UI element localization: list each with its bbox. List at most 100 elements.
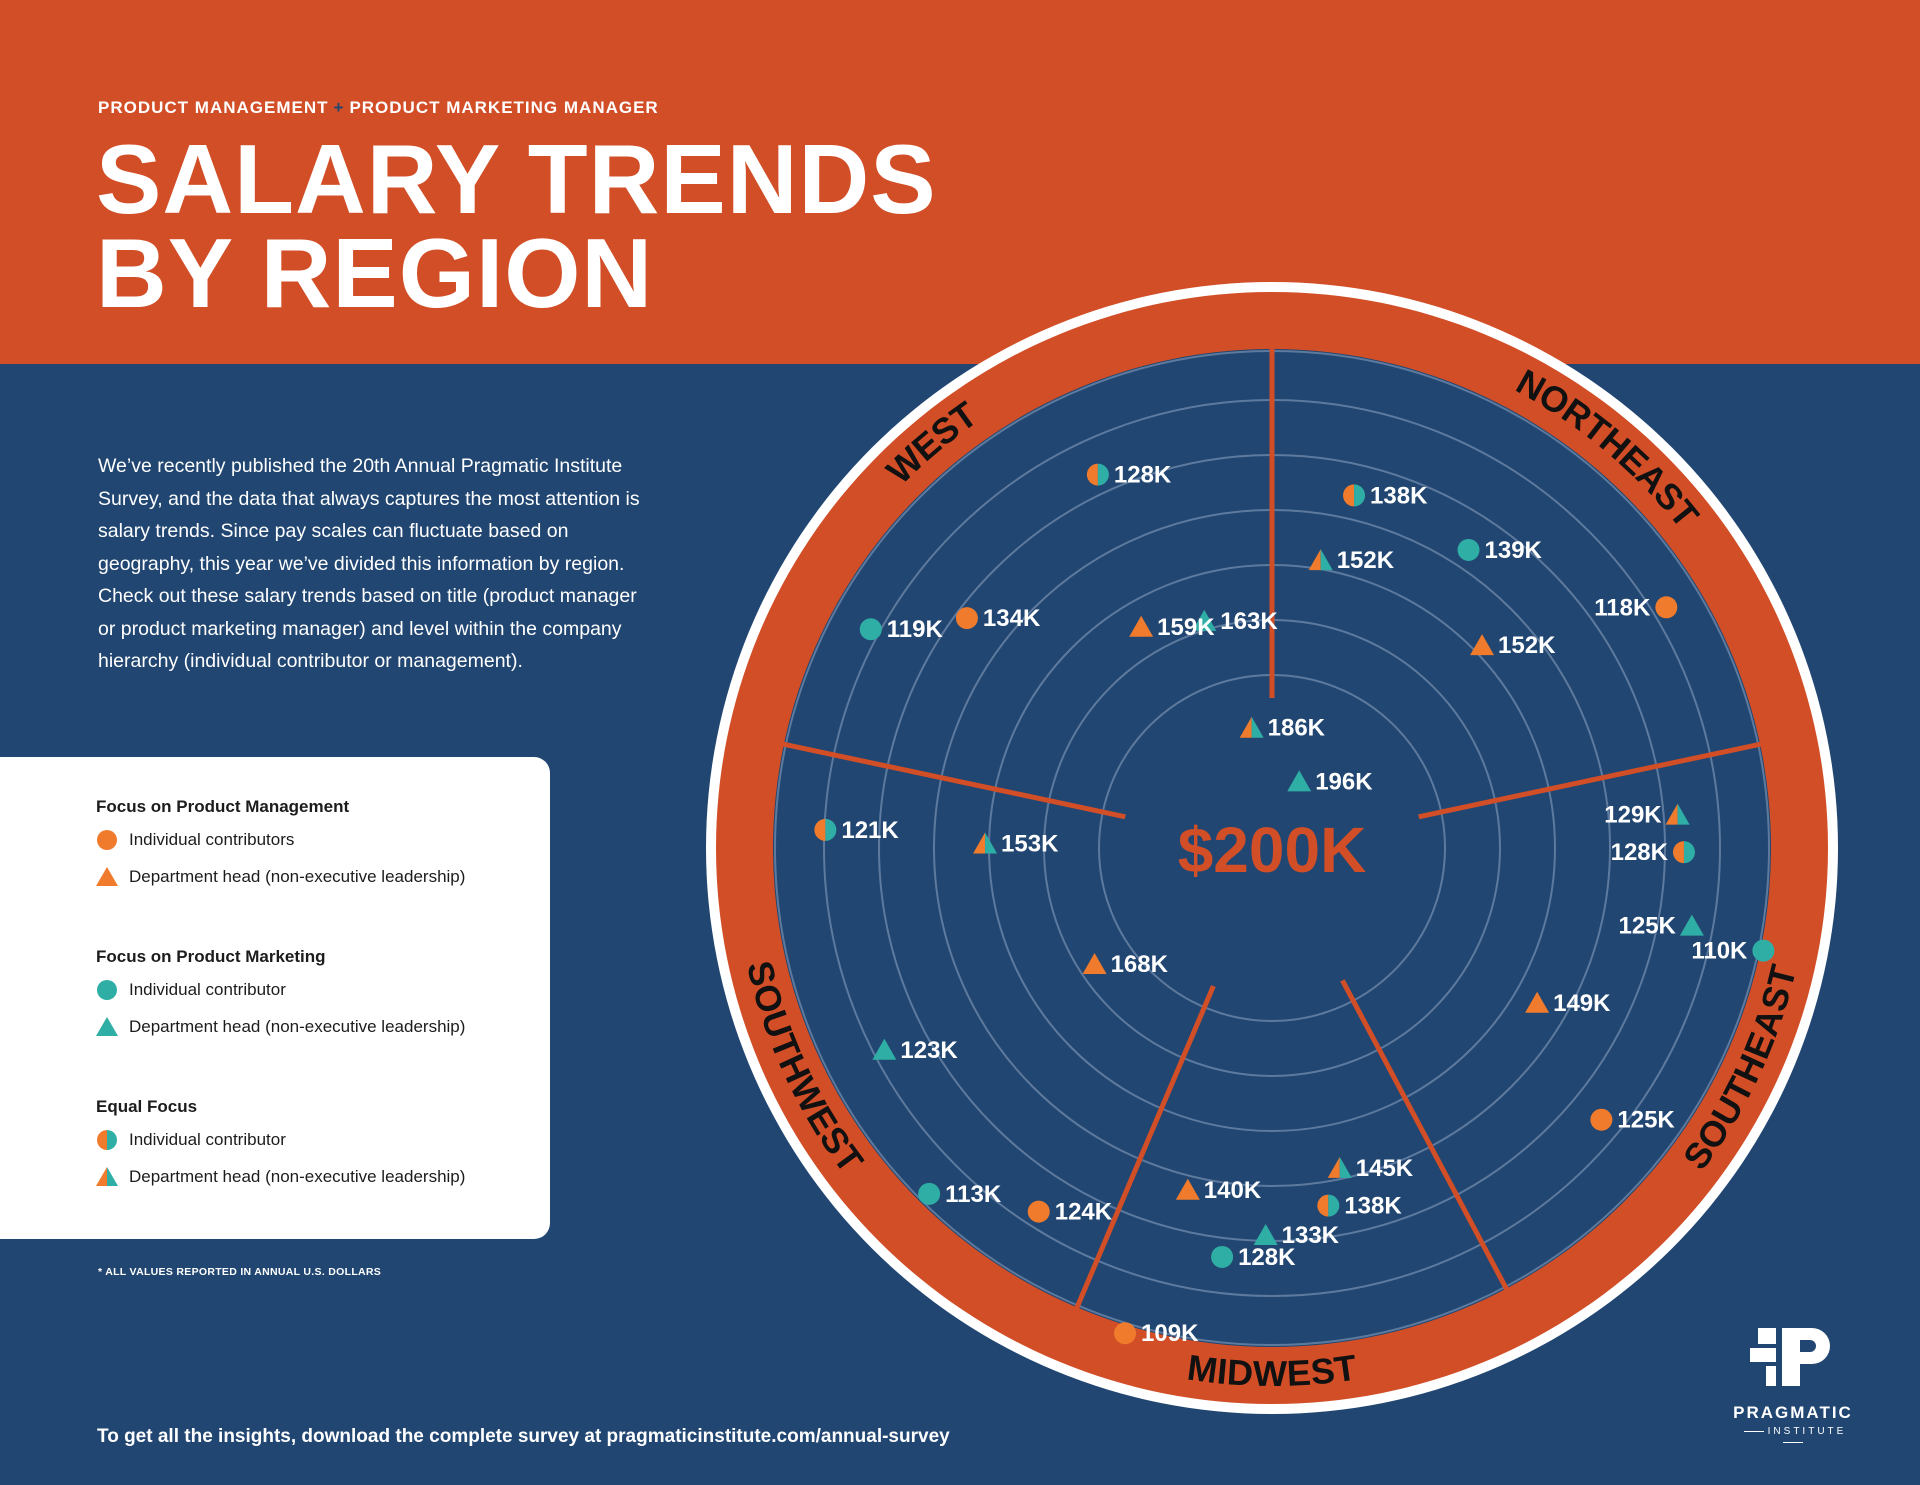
equal-triangle-right [1339,1156,1352,1178]
management-triangle-marker [1175,1178,1200,1200]
data-label: 128K [1611,839,1669,866]
data-label: 125K [1617,1107,1675,1134]
data-label: 123K [900,1037,958,1064]
data-label: 159K [1157,614,1215,641]
title-line-1: SALARY TRENDS [96,124,937,234]
equal-triangle-right [1251,716,1264,738]
data-label: 140K [1204,1177,1262,1204]
region-dividers [782,348,1762,1310]
data-label: 129K [1604,802,1662,829]
data-point-west: 119K [859,616,944,643]
data-label: 134K [983,605,1041,632]
region-divider [1074,985,1216,1310]
legend-item-management-head: Department head (non-executive leadershi… [96,864,465,890]
equal-circle-right [1328,1194,1340,1217]
teal-triangle-icon [96,1017,118,1036]
region-divider [782,741,1126,820]
data-point-southeast: 149K [1525,990,1611,1017]
management-circle-marker [1114,1322,1137,1345]
data-label: 152K [1337,547,1395,574]
marketing-triangle-marker [1192,609,1217,631]
region-divider [1418,741,1762,820]
data-point-southeast: 125K [1619,913,1704,940]
equal-triangle-left [1308,549,1321,571]
data-label: 128K [1238,1244,1296,1271]
split-triangle-icon [96,1167,118,1186]
marketing-triangle-marker [872,1038,897,1060]
data-label: 138K [1370,482,1428,509]
marketing-triangle-marker [1679,914,1704,936]
marketing-circle-marker [859,618,882,641]
equal-circle-right [1683,841,1695,864]
kicker-right: PRODUCT MARKETING MANAGER [349,98,659,117]
region-label: MIDWEST [1185,1346,1359,1394]
data-point-southeast: 128K [1611,839,1695,866]
data-point-southeast: 125K [1590,1107,1675,1134]
legend-heading-management: Focus on Product Management [96,797,350,816]
equal-triangle-left [1665,803,1678,825]
currency-note: * ALL VALUES REPORTED IN ANNUAL U.S. DOL… [98,1266,382,1278]
equal-circle-left [814,818,826,841]
equal-triangle-right [1677,803,1690,825]
management-triangle-marker [1470,634,1495,656]
data-label: 139K [1485,537,1543,564]
data-point-midwest: 145K [1327,1155,1414,1182]
data-label: 152K [1498,632,1556,659]
split-circle-icon [97,1130,117,1150]
management-circle-marker [1590,1108,1613,1131]
marketing-circle-marker [918,1182,941,1205]
data-point-midwest: 128K [1211,1244,1296,1271]
legend-label: Department head (non-executive leadershi… [129,1167,466,1186]
marketing-circle-marker [1457,538,1480,561]
data-label: 121K [841,817,899,844]
data-point-west: 134K [955,605,1041,632]
kicker-separator: + [333,98,345,117]
data-point-midwest: 140K [1175,1177,1262,1204]
data-point-west: 128K [1086,462,1172,489]
legend-item-marketing-head: Department head (non-executive leadershi… [96,1014,465,1040]
data-point-midwest: 138K [1317,1193,1402,1220]
footer-cta: To get all the insights, download the co… [97,1426,950,1447]
data-point-midwest: 133K [1253,1222,1340,1249]
teal-circle-icon [97,980,117,1000]
equal-triangle-right [985,832,998,854]
data-label: 138K [1344,1193,1402,1220]
data-label: 196K [1315,768,1373,795]
management-circle-marker [955,607,978,630]
data-point-southeast: 129K [1604,802,1690,829]
data-label: 119K [887,616,944,643]
equal-triangle-right [1320,549,1333,571]
data-point-southwest: 168K [1082,951,1169,978]
data-point-northeast: 196K [1287,768,1373,795]
data-point-northeast: 138K [1343,482,1428,509]
brand-sub: INSTITUTE [1728,1426,1858,1448]
title-line-2: BY REGION [96,218,654,328]
equal-triangle-left [1327,1156,1340,1178]
equal-circle-right [1354,484,1366,507]
region-divider [1340,979,1509,1291]
data-label: 128K [1114,462,1172,489]
equal-circle-right [1097,463,1109,486]
marketing-triangle-marker [1287,770,1312,792]
pragmatic-logo-icon [1750,1328,1830,1386]
data-point-southwest: 124K [1027,1199,1113,1226]
management-triangle-marker [1525,991,1550,1013]
marketing-circle-marker [1211,1245,1234,1268]
chart-disc [773,349,1771,1347]
equal-circle-left [1086,463,1098,486]
data-point-northeast: 139K [1457,537,1543,564]
data-label: 168K [1111,951,1169,978]
legend-label: Individual contributors [129,830,295,849]
data-point-southwest: 123K [872,1037,958,1064]
data-label: 124K [1055,1199,1113,1226]
data-point-west: 186K [1239,715,1326,742]
management-circle-marker [1655,596,1678,619]
data-label: 125K [1619,913,1677,940]
marketing-triangle-marker [1253,1223,1278,1245]
legend-label: Department head (non-executive leadershi… [129,1017,466,1036]
equal-circle-left [1317,1194,1329,1217]
legend-item-management-ic: Individual contributors [96,827,294,853]
legend-panel: Focus on Product Management Individual c… [0,757,550,1239]
data-label: 109K [1141,1320,1199,1347]
